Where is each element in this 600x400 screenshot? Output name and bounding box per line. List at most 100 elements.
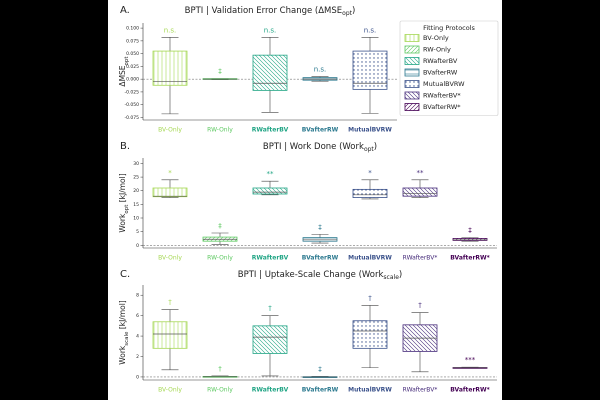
box-hatch: [252, 54, 288, 91]
legend-label: BVafterRW: [423, 69, 458, 77]
chart-title-part: BPTI | Work Done (Work: [263, 142, 364, 152]
legend-label: MutualBVRW: [423, 80, 465, 88]
box-hatch: [152, 187, 188, 198]
annotation: †: [168, 299, 172, 307]
legend-label: BVafterRW*: [423, 103, 461, 111]
y-tick-label: 0: [136, 374, 139, 380]
chart-title: BPTI | Uptake-Scale Change (Workscale): [238, 270, 402, 282]
annotation: †: [268, 305, 272, 313]
chart-title-part: ): [399, 270, 402, 280]
legend-label: BV-Only: [423, 34, 449, 42]
annotation: **: [417, 169, 425, 177]
x-tick-label: RWafterBV*: [403, 255, 438, 262]
x-tick-label: BV-Only: [158, 387, 182, 394]
annotation: *: [168, 169, 172, 177]
legend-swatch: [404, 103, 420, 111]
y-tick-label: 0.000: [126, 77, 139, 83]
annotation: n.s.: [314, 66, 327, 74]
legend-frame: [399, 20, 499, 116]
annotation: †: [218, 365, 222, 373]
box-hatch: [352, 188, 388, 198]
x-tick-label: RW-Only: [207, 127, 233, 134]
legend-swatch: [404, 91, 420, 100]
x-tick-label: BVafterRW: [302, 127, 339, 134]
x-tick-label: BVafterRW: [302, 255, 339, 262]
box-hatch: [352, 320, 388, 349]
y-tick-label: 0.100: [126, 26, 139, 32]
y-axis-label-part: [kJ/mol]: [118, 173, 127, 204]
annotation: ‡: [218, 222, 222, 230]
y-axis-label-part: scale: [124, 331, 130, 346]
chart-title: BPTI | Work Done (Workopt): [263, 142, 377, 154]
x-tick-label: MutualBVRW: [348, 127, 392, 134]
panel-label: A.: [120, 5, 130, 16]
annotation: n.s.: [164, 26, 177, 34]
x-tick-label: BV-Only: [158, 255, 182, 262]
box-hatch: [252, 325, 288, 354]
y-tick-label: 5: [136, 229, 139, 235]
y-axis-label: Workopt [kJ/mol]: [118, 173, 130, 232]
box-hatch: [302, 237, 338, 242]
y-axis-label-part: Work: [118, 345, 127, 365]
x-tick-label: RWafterBV: [252, 255, 289, 262]
annotation: ‡: [218, 68, 222, 76]
y-tick-label: 4: [136, 334, 139, 340]
annotation: **: [267, 170, 275, 178]
y-axis-label: ΔMSEopt: [118, 56, 130, 87]
panel-label: B.: [120, 141, 130, 152]
legend-swatch: [404, 34, 420, 42]
y-axis-label: Workscale [kJ/mol]: [118, 300, 130, 365]
x-tick-label: RWafterBV: [252, 127, 289, 134]
box-hatch: [352, 50, 388, 90]
legend-label: RWafterBV*: [423, 92, 461, 100]
y-tick-label: 6: [136, 313, 139, 319]
chart-title-part: scale: [383, 274, 399, 281]
box-hatch: [152, 321, 188, 349]
y-tick-label: -0.025: [124, 89, 139, 95]
y-axis-label-part: ΔMSE: [118, 65, 127, 86]
panel-label: C.: [120, 269, 130, 280]
chart-title-part: opt: [342, 10, 352, 17]
legend-title: Fitting Protocols: [423, 24, 475, 32]
box-hatch: [402, 187, 438, 197]
annotation: †: [368, 294, 372, 302]
annotation: ‡: [318, 365, 322, 373]
box-hatch: [452, 238, 488, 241]
y-tick-label: 0.075: [126, 38, 139, 44]
x-tick-label: MutualBVRW: [348, 255, 392, 262]
y-tick-label: 10: [133, 216, 139, 222]
y-axis-label-part: Work: [118, 213, 127, 233]
annotation: n.s.: [364, 26, 377, 34]
annotation: ***: [465, 356, 476, 364]
y-axis-label-part: opt: [124, 204, 130, 214]
y-axis-label-part: [kJ/mol]: [118, 300, 127, 331]
y-tick-label: 15: [133, 202, 139, 208]
chart-title-part: BPTI | Validation Error Change (ΔMSE: [185, 6, 343, 16]
x-tick-label: BVafterRW*: [450, 387, 490, 394]
y-tick-label: 0: [136, 243, 139, 249]
x-tick-label: RW-Only: [207, 387, 233, 394]
legend-swatch: [404, 57, 420, 65]
annotation: ‡: [468, 227, 472, 235]
y-tick-label: 25: [133, 175, 139, 181]
x-tick-label: MutualBVRW: [348, 387, 392, 394]
x-tick-label: BVafterRW: [302, 387, 339, 394]
y-tick-label: 0.025: [126, 64, 139, 70]
x-tick-label: RWafterBV: [252, 387, 289, 394]
y-tick-label: 2: [136, 354, 139, 360]
legend-label: RW-Only: [423, 46, 451, 54]
annotation: †: [418, 302, 422, 310]
y-tick-label: -0.050: [124, 102, 139, 108]
annotation: *: [368, 169, 372, 177]
annotation: ‡: [318, 223, 322, 231]
chart-title: BPTI | Validation Error Change (ΔMSEopt): [185, 6, 356, 18]
legend-swatch: [404, 80, 420, 88]
y-tick-label: -0.075: [124, 115, 139, 121]
box-hatch: [252, 187, 288, 195]
x-tick-label: RW-Only: [207, 255, 233, 262]
y-axis-label-part: opt: [124, 56, 130, 66]
x-tick-label: RWafterBV*: [403, 387, 438, 394]
chart-title-part: opt: [364, 146, 374, 153]
chart-title-part: BPTI | Uptake-Scale Change (Work: [238, 270, 384, 280]
